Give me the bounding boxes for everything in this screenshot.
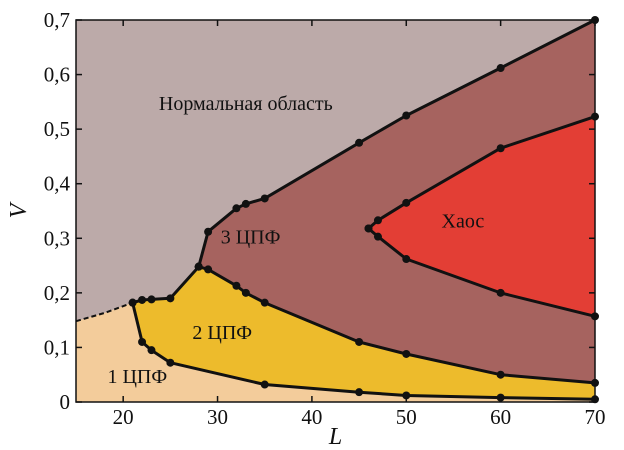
axis-ticks-layer: 20 30 40 50 60 70 0 0,1 0,2 0,3 0,4 0,5 0,6 0,7 — [44, 8, 606, 429]
region-chaos-area — [368, 116, 595, 317]
boundary-left-kink-point-1 — [138, 295, 147, 304]
y-tick-label-2: 0,2 — [44, 281, 70, 305]
y-tick-label-3: 0,3 — [44, 226, 70, 250]
boundary-upper-point-1 — [204, 227, 213, 236]
y-tick-label-5: 0,5 — [44, 117, 70, 141]
x-tick-label-2: 40 — [301, 405, 322, 429]
x-tick-label-1: 30 — [207, 405, 228, 429]
boundary-mid-point-3 — [241, 288, 250, 297]
boundary-lower-point-6 — [402, 391, 411, 400]
boundary-mid-point-5 — [355, 337, 364, 346]
y-axis-label: V — [6, 201, 32, 218]
boundary-chaos-top-point-1 — [373, 216, 382, 225]
boundary-lower-point-1 — [138, 337, 147, 346]
boundary-mid-point-0 — [194, 262, 203, 271]
boundary-upper-point-6 — [402, 111, 411, 120]
region-2-cpf-area — [132, 266, 595, 400]
boundary-chaos-bottom-point-2 — [402, 255, 411, 264]
boundary-mid-point-6 — [402, 349, 411, 358]
boundary-lower-point-3 — [166, 358, 175, 367]
region-1-cpf-area — [76, 302, 595, 402]
boundary-left-kink-point-3 — [166, 294, 175, 303]
boundary-lower-point-5 — [355, 388, 364, 397]
boundary-chaos-bottom-point-3 — [496, 288, 505, 297]
boundary-mid-point-4 — [260, 298, 269, 307]
region-labels-layer: Нормальная область 3 ЦПФ Хаос 2 ЦПФ 1 ЦПФ — [107, 93, 484, 388]
boundary-upper-point-5 — [355, 138, 364, 147]
boundary-chaos-top-point-3 — [496, 144, 505, 153]
boundary-chaos-top-point-2 — [402, 198, 411, 207]
boundary-mid-point-7 — [496, 370, 505, 379]
y-tick-label-4: 0,4 — [44, 172, 71, 196]
plot-frame — [75, 19, 596, 403]
y-tick-label-0: 0 — [60, 390, 71, 414]
boundary-mid-point-2 — [232, 281, 241, 290]
region-label-1: 3 ЦПФ — [221, 227, 281, 249]
x-tick-label-0: 20 — [113, 405, 134, 429]
region-label-4: 1 ЦПФ — [107, 366, 167, 388]
boundary-lower-point-4 — [260, 380, 269, 389]
y-tick-label-1: 0,1 — [44, 335, 70, 359]
regions-layer — [76, 20, 595, 402]
boundary-upper-point-3 — [241, 199, 250, 208]
y-tick-label-6: 0,6 — [44, 63, 70, 87]
region-label-2: Хаос — [442, 210, 485, 232]
boundary-lower-point-2 — [147, 346, 156, 355]
y-tick-label-7: 0,7 — [44, 8, 70, 32]
x-axis-label: L — [328, 424, 342, 450]
x-tick-label-4: 60 — [490, 405, 511, 429]
region-label-3: 2 ЦПФ — [192, 322, 252, 344]
boundary-dashed-line — [75, 301, 133, 323]
boundary-upper-point-7 — [496, 64, 505, 73]
x-tick-label-3: 50 — [396, 405, 417, 429]
boundary-chaos-bottom-point-1 — [373, 232, 382, 241]
x-tick-label-5: 70 — [585, 405, 606, 429]
boundary-upper-point-4 — [260, 194, 269, 203]
region-label-0: Нормальная область — [159, 93, 333, 115]
boundary-left-kink-point-2 — [147, 295, 156, 304]
boundary-mid-point-1 — [204, 265, 213, 274]
boundary-chaos-bottom-point-0 — [364, 224, 373, 233]
boundary-upper-point-2 — [232, 204, 241, 213]
boundary-lower-point-0 — [128, 298, 137, 307]
boundary-points-layer — [128, 16, 599, 404]
